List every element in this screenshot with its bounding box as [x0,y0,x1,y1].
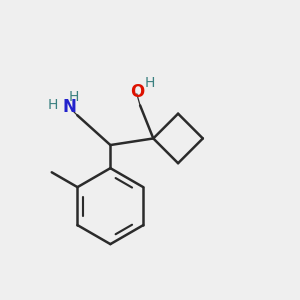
Text: H: H [144,76,154,90]
Text: O: O [130,83,144,101]
Text: H: H [69,90,79,104]
Text: N: N [62,98,76,116]
Text: H: H [47,98,58,112]
